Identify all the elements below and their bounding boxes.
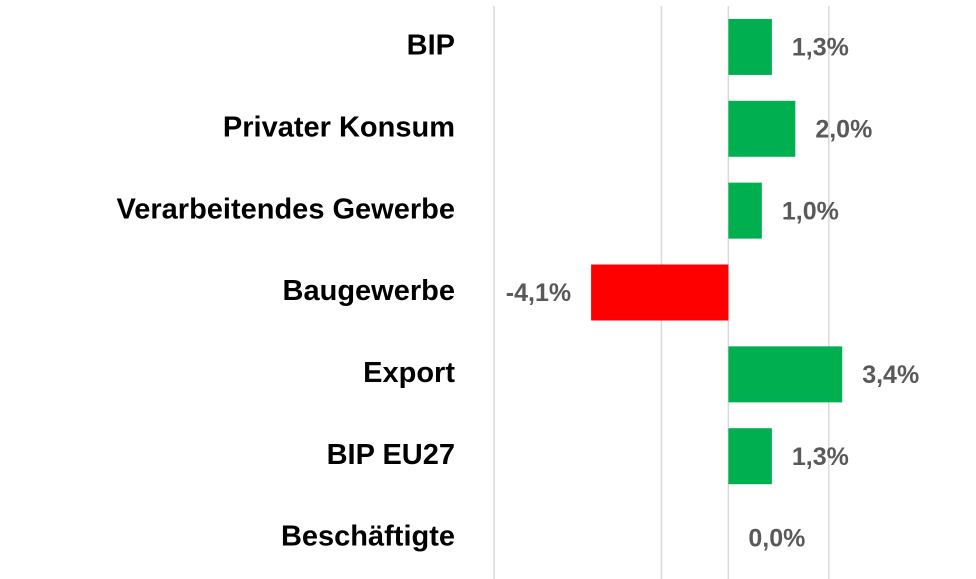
value-label: 0,0%	[748, 525, 805, 553]
bar	[728, 18, 772, 75]
value-label: 1,3%	[792, 443, 849, 471]
bar	[728, 182, 762, 239]
category-label: Export	[363, 357, 455, 389]
category-label: BIP EU27	[327, 439, 455, 471]
value-label: 1,0%	[782, 197, 839, 225]
value-label: -4,1%	[506, 279, 571, 307]
value-label: 1,3%	[792, 34, 849, 62]
category-label: Verarbeitendes Gewerbe	[117, 193, 456, 225]
category-label: Baugewerbe	[283, 275, 455, 307]
category-label: Privater Konsum	[223, 111, 455, 143]
bar	[591, 264, 729, 321]
value-label: 2,0%	[815, 115, 872, 143]
bar	[728, 428, 772, 485]
category-label: Beschäftigte	[281, 521, 455, 553]
bar	[728, 100, 796, 157]
value-label: 3,4%	[862, 361, 919, 389]
category-label: BIP	[407, 30, 455, 62]
bar	[728, 346, 843, 403]
